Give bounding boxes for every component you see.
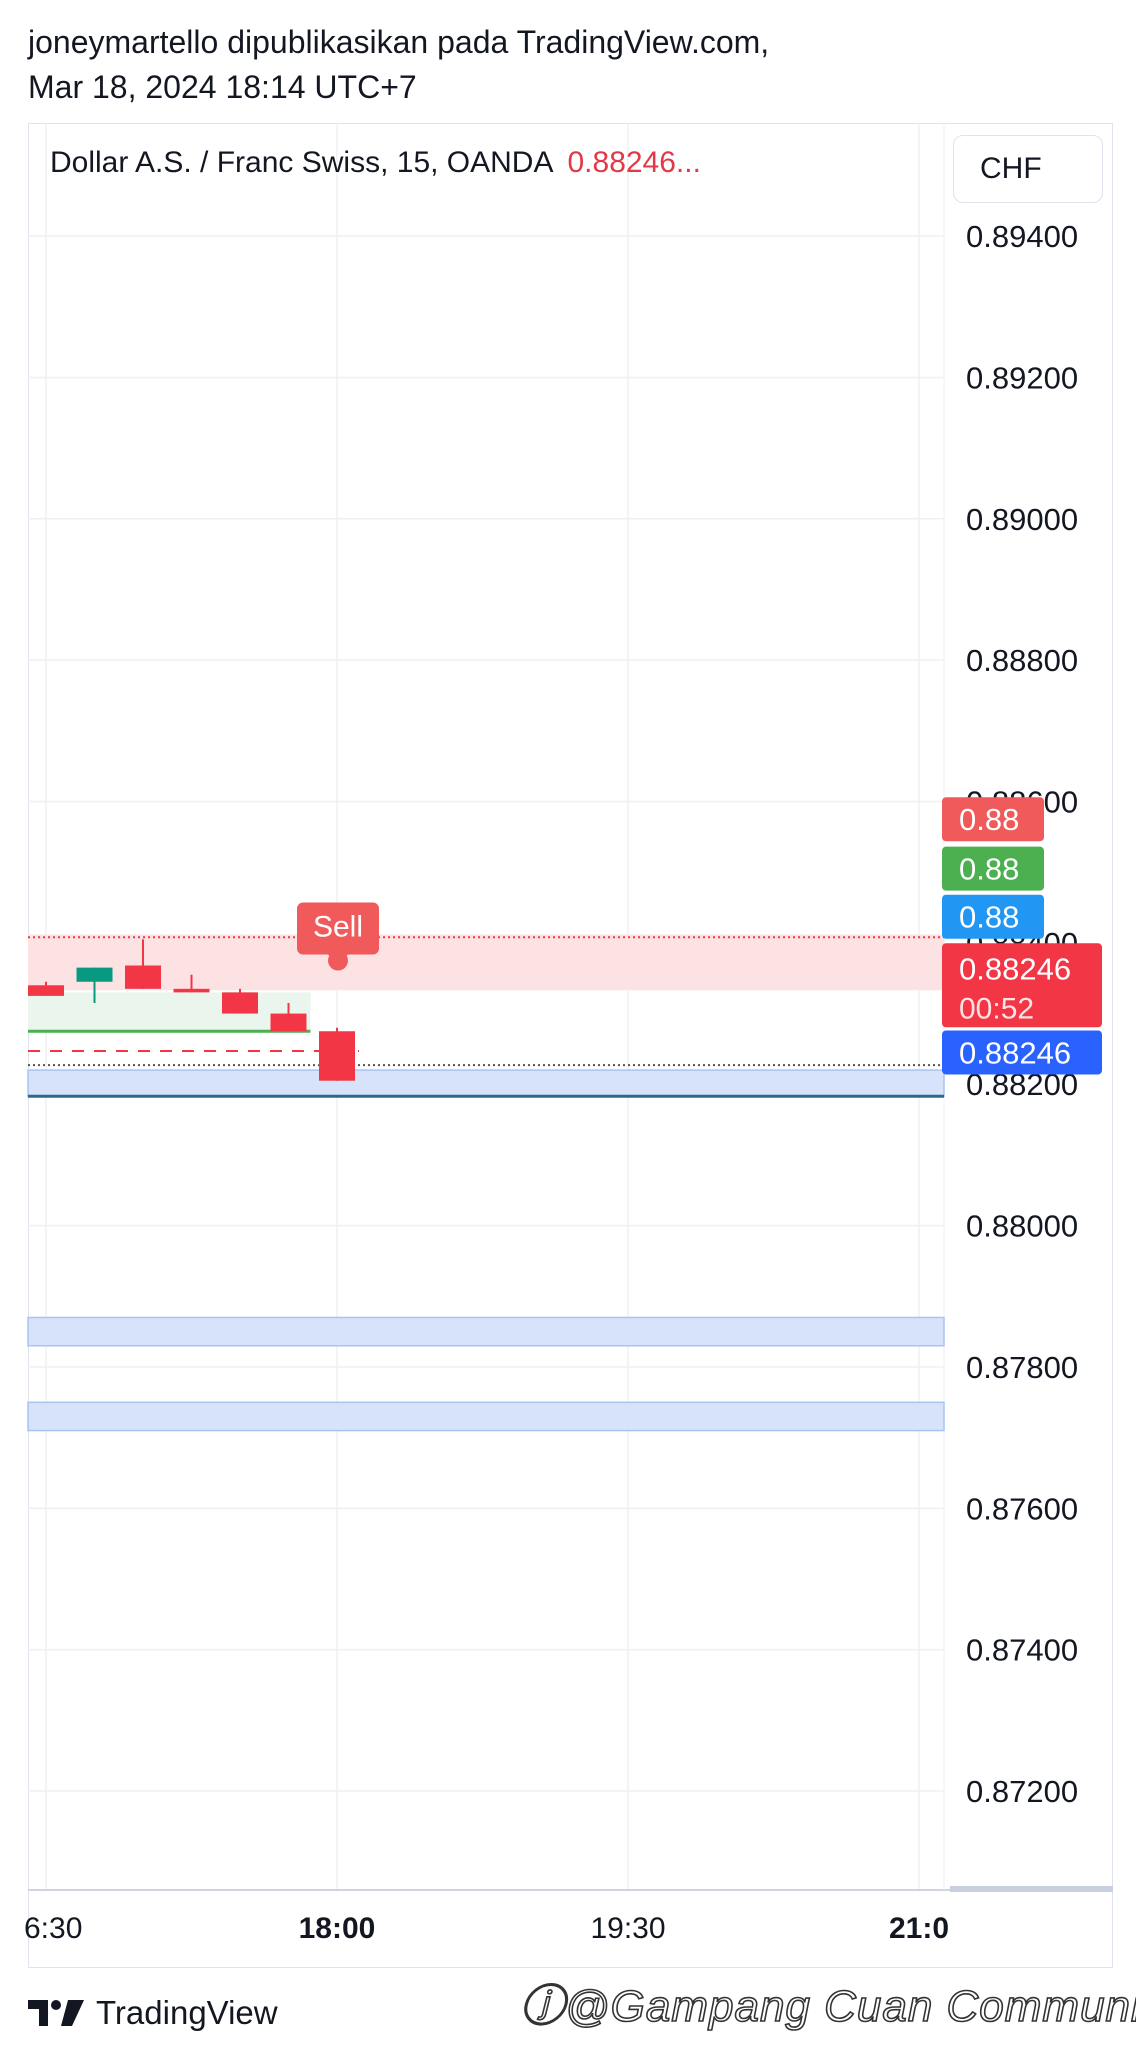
candle-body[interactable] [270,1013,307,1032]
y-tick-label: 0.87600 [966,1491,1078,1526]
price-tag-label: 0.88246 [959,951,1071,986]
y-tick-label: 0.87800 [966,1350,1078,1385]
y-tick-label: 0.89000 [966,502,1078,537]
y-tick-label: 0.88000 [966,1209,1078,1244]
publisher-line-1: joneymartello dipublikasikan pada Tradin… [28,24,770,60]
tradingview-logo-icon [28,2000,84,2026]
symbol-last-price: 0.88246... [567,146,701,179]
y-tick-label: 0.89200 [966,360,1078,395]
price-tag-bg [942,1030,1102,1075]
price-tag-label: 0.88246 [959,1035,1071,1070]
symbol-legend[interactable]: Dollar A.S. / Franc Swiss, 15, OANDA 0.88… [50,146,701,180]
candle-body[interactable] [222,992,258,1014]
chart-frame [28,123,1113,1968]
price-tag-label: 0.88 [959,802,1019,837]
publisher-line-2: Mar 18, 2024 18:14 UTC+7 [28,69,417,105]
candle-body[interactable] [28,985,64,996]
price-tag-label: 0.88 [959,852,1019,887]
sell-zone [28,934,944,991]
profit-zone [28,992,311,1032]
x-tick-label: 21:0 [889,1912,949,1945]
candle-body[interactable] [173,988,210,993]
support-zone-1 [27,1069,945,1098]
x-tick-label: 6:30 [24,1912,82,1945]
tradingview-logo[interactable]: TradingView [28,1994,278,2032]
y-tick-label: 0.89400 [966,219,1078,254]
currency-button[interactable]: CHF [953,135,1103,203]
price-tag-bg [942,894,1044,939]
price-tag-countdown: 00:52 [959,992,1034,1025]
publisher-info: joneymartello dipublikasikan pada Tradin… [28,20,769,110]
y-tick-label: 0.87400 [966,1633,1078,1668]
scroll-indicator[interactable] [950,1886,1113,1892]
price-tag-bg [942,846,1044,891]
x-tick-label: 19:30 [590,1912,665,1945]
price-tag-label: 0.88 [959,900,1019,935]
watermark-text: ⓙ@Gampang Cuan Community [519,1970,1136,2034]
candle-body[interactable] [319,1031,355,1081]
support-zone-2 [27,1316,945,1347]
candle-body[interactable] [125,965,161,989]
y-tick-label: 0.88800 [966,643,1078,678]
tradingview-logo-text: TradingView [96,1994,278,2031]
watermark-icon: ⓙ [519,1981,565,2032]
watermark-label: @Gampang Cuan Community [564,1981,1136,2032]
y-tick-label: 0.87200 [966,1774,1078,1809]
sell-marker-label-bg[interactable] [297,902,379,965]
x-tick-label: 18:00 [299,1912,376,1945]
sell-marker-label: Sell [313,911,363,944]
price-tag-bg [942,797,1044,842]
support-zone-3 [27,1401,945,1432]
price-tag-bg [942,943,1102,1028]
candle-body[interactable] [76,967,113,982]
symbol-name: Dollar A.S. / Franc Swiss, 15, OANDA [50,146,554,179]
